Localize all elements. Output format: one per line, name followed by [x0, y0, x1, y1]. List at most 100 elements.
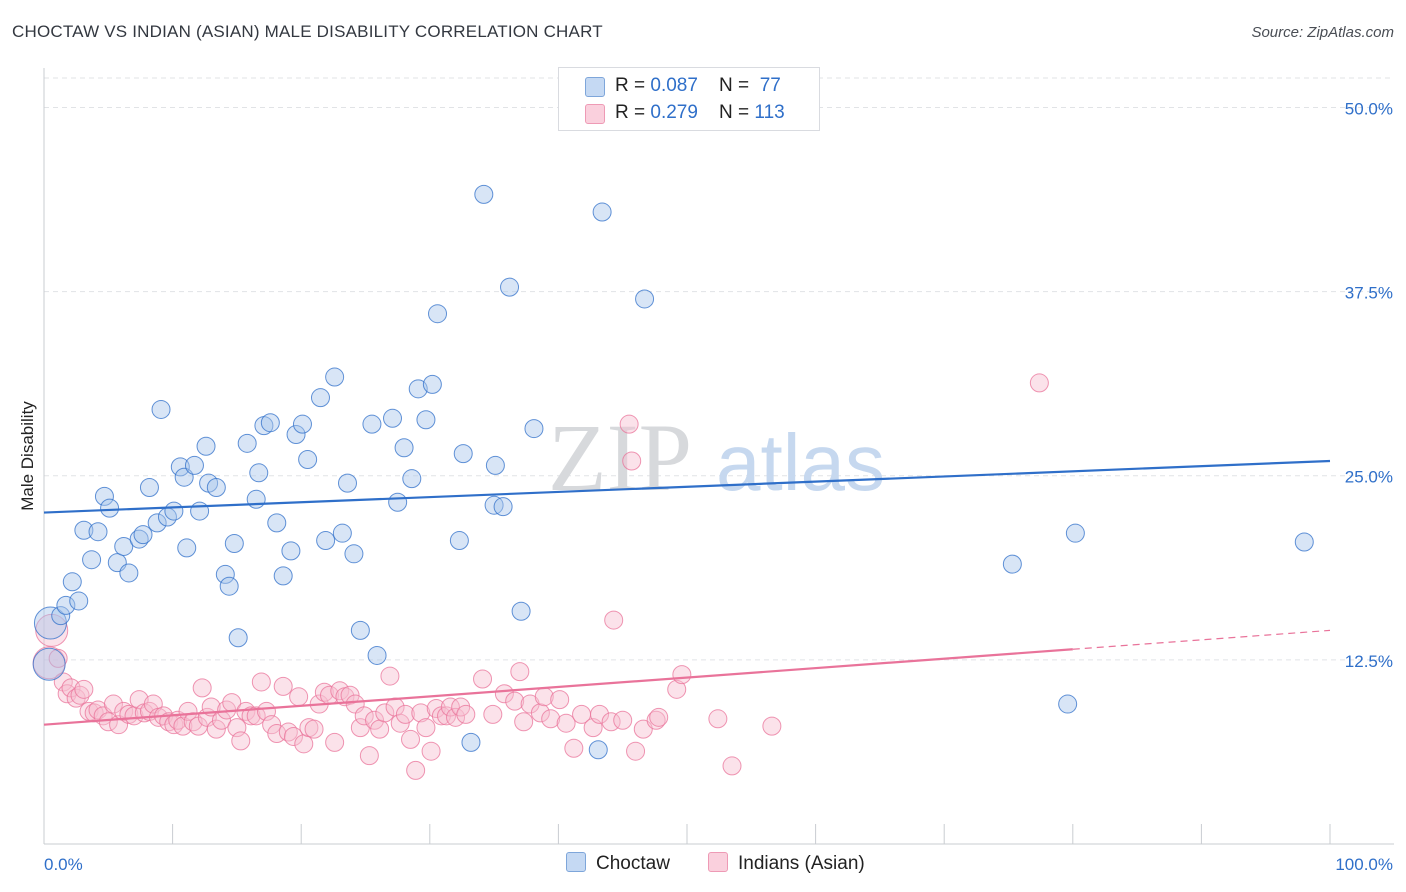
choctaw-legend-swatch — [566, 852, 586, 872]
data-point — [1002, 554, 1022, 574]
data-point — [340, 685, 360, 705]
data-point — [365, 710, 385, 730]
data-point — [485, 455, 505, 475]
data-point — [1065, 523, 1085, 543]
data-point — [380, 666, 400, 686]
y-tick-label: 12.5% — [1345, 652, 1393, 671]
data-point — [82, 550, 102, 570]
data-point — [249, 463, 269, 483]
data-point — [103, 694, 123, 714]
data-point — [541, 709, 561, 729]
data-point — [273, 676, 293, 696]
data-point — [51, 606, 71, 626]
legend-r-value: 0.087 — [650, 75, 698, 96]
data-point — [246, 489, 266, 509]
data-point — [231, 731, 251, 751]
data-point — [337, 473, 357, 493]
x-tick-label: 100.0% — [1335, 855, 1393, 874]
indians-asian-swatch — [585, 104, 605, 124]
data-point — [177, 538, 197, 558]
watermark-atlas: atlas — [716, 418, 885, 507]
indians-asian-legend-swatch — [708, 852, 728, 872]
data-point — [325, 732, 345, 752]
data-point — [241, 706, 261, 726]
choctaw-swatch — [585, 77, 605, 97]
data-point — [388, 492, 408, 512]
data-point — [411, 703, 431, 723]
data-point — [672, 665, 692, 685]
data-point — [164, 501, 184, 521]
data-point — [375, 703, 395, 723]
data-point — [619, 414, 639, 434]
data-point — [590, 704, 610, 724]
bottom-legend-indians-asian: Indians (Asian) — [708, 852, 865, 875]
data-point — [32, 647, 66, 681]
data-point — [483, 704, 503, 724]
data-point — [359, 746, 379, 766]
data-point — [56, 595, 76, 615]
data-point — [505, 691, 525, 711]
data-point — [133, 525, 153, 545]
choctaw-legend-label: Choctaw — [596, 853, 670, 874]
data-point — [604, 610, 624, 630]
data-point — [550, 690, 570, 710]
data-point — [428, 304, 448, 324]
data-point — [530, 703, 550, 723]
data-point — [402, 469, 422, 489]
data-point — [649, 707, 669, 727]
data-point — [708, 709, 728, 729]
data-point — [524, 419, 544, 439]
data-point — [219, 576, 239, 596]
data-point — [722, 756, 742, 776]
data-point — [310, 388, 330, 408]
data-point — [635, 289, 655, 309]
trend-line — [43, 648, 1073, 726]
data-point — [178, 701, 198, 721]
data-point — [344, 544, 364, 564]
data-point — [184, 455, 204, 475]
data-point — [473, 669, 493, 689]
data-point — [1294, 532, 1314, 552]
data-point — [74, 520, 94, 540]
legend-r-value: 0.279 — [650, 102, 698, 123]
data-point — [556, 713, 576, 733]
data-point — [564, 738, 584, 758]
trend-line — [43, 459, 1331, 514]
legend-n-value: 113 — [754, 102, 785, 123]
data-point — [613, 710, 633, 730]
data-point — [237, 433, 257, 453]
data-point — [592, 202, 612, 222]
data-point — [48, 648, 68, 668]
data-point — [251, 672, 271, 692]
tick-labels: 12.5% 25.0% 37.5% 50.0% 0.0% 100.0% — [44, 99, 1393, 874]
legend-n-label: N = — [719, 75, 755, 96]
data-point — [494, 684, 514, 704]
data-point — [588, 740, 608, 760]
data-point — [510, 662, 530, 682]
data-point — [401, 729, 421, 749]
data-point — [394, 438, 414, 458]
data-point — [406, 760, 426, 780]
data-point — [370, 719, 390, 739]
axes — [43, 68, 1394, 845]
chart-title: CHOCTAW VS INDIAN (ASIAN) MALE DISABILIT… — [12, 22, 603, 41]
data-point — [74, 679, 94, 699]
y-tick-label: 50.0% — [1345, 99, 1393, 118]
data-point — [422, 374, 442, 394]
data-point — [383, 408, 403, 428]
data-point — [362, 414, 382, 434]
data-point — [70, 685, 90, 705]
data-point — [416, 718, 436, 738]
data-point — [192, 678, 212, 698]
data-point — [62, 572, 82, 592]
data-point — [119, 563, 139, 583]
data-point — [246, 706, 266, 726]
data-point — [314, 682, 334, 702]
data-point — [330, 681, 350, 701]
data-point — [316, 531, 336, 551]
data-point — [493, 497, 513, 517]
data-point — [332, 523, 352, 543]
data-point — [395, 704, 415, 724]
indians-asian-legend-label: Indians (Asian) — [738, 853, 865, 874]
